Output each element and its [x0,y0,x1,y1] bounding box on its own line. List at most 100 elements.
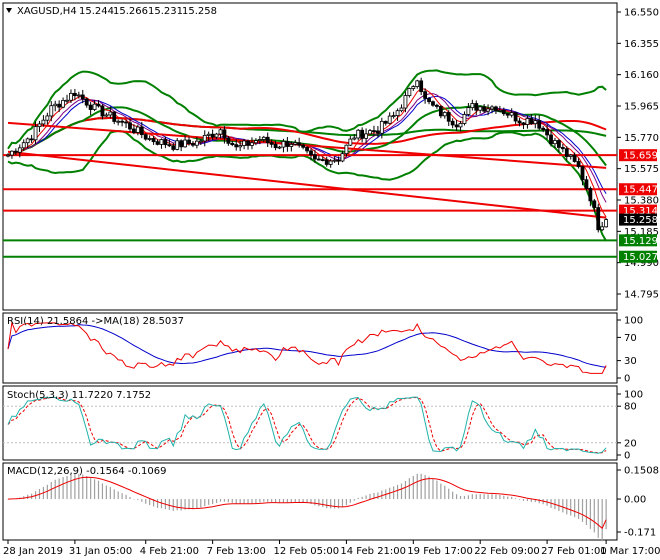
candle-body [206,133,211,136]
macd-histogram-bar [503,495,505,500]
macd-histogram-bar [184,499,186,510]
trendline[interactable] [7,121,607,169]
macd-histogram-bar [251,499,253,504]
macd-histogram-bar [105,485,107,500]
candle-body [277,146,282,149]
rsi-axis: 100 70 30 0 [617,316,643,385]
macd-histogram-bar [440,483,442,500]
axis-tick-label: 0.1508 [624,466,659,477]
macd-histogram-bar [353,499,355,501]
candle-body [108,111,113,116]
level-tag-bg [619,250,657,263]
collapse-arrow-icon[interactable] [6,8,12,13]
macd-histogram-bar [483,494,485,500]
macd-histogram-bar [271,499,273,503]
macd-histogram-bar [330,499,332,509]
candle-body [289,143,294,147]
price-tick-label: 16.355 [624,39,659,50]
candle-body [61,99,65,108]
macd-histogram-bar [208,499,210,505]
macd-histogram-bar [400,483,403,500]
candle-body [316,158,321,161]
candle-body [175,140,180,150]
macd-histogram-bar [475,494,477,500]
macd-histogram-bar [125,494,127,500]
macd-histogram-bar [160,499,163,509]
candle-body [124,121,128,124]
macd-histogram-bar [180,499,182,511]
candle-body [505,113,510,116]
time-tick-label: 31 Jan 05:00 [69,546,132,557]
macd-histogram-bar [200,499,202,508]
candle-body [69,92,73,101]
price-tick-label: 15.380 [624,196,659,207]
macd-histogram-bar [223,499,226,502]
macd-histogram-bar [534,499,536,503]
macd-histogram-bar [282,499,285,503]
macd-histogram-bar [404,480,407,500]
candle-body [222,129,227,139]
macd-histogram-bar [341,499,344,508]
candle-body [368,130,372,135]
macd-histogram-bar [54,479,56,500]
macd-histogram-bar [306,499,308,504]
candle-body [33,126,38,141]
macd-histogram-bar [334,499,336,509]
candle-body [128,122,132,130]
axis-tick-label: 0 [624,374,630,385]
macd-histogram-bar [570,499,572,516]
candle-body [537,120,542,129]
candle-body [435,104,439,107]
level-tag-bg [619,149,657,162]
ohlc-open: 15.244 [79,6,114,17]
candle-body [403,95,408,109]
candle-body [21,142,26,149]
time-axis: 28 Jan 2019 31 Jan 05:00 4 Feb 21:00 7 Feb … [3,540,660,557]
macd-histogram-bar [365,495,367,500]
candle-body [470,103,475,109]
macd-pane[interactable]: 0.1508 0.00 -0.171 MACD(12,26,9) -0.1564 -… [2,462,659,542]
candle-body [10,150,14,156]
price-tick-label: 14.990 [624,258,659,269]
candle-body [293,142,298,145]
macd-histogram-bar [357,497,359,500]
candle-body [37,123,42,128]
candle-body [525,118,530,125]
candle-body [214,133,219,138]
macd-histogram-bar [526,499,529,502]
macd-histogram-bar [263,499,265,502]
trendline[interactable] [7,150,607,219]
axis-tick-label: 0 [624,451,630,462]
candle-body [132,128,136,133]
macd-histogram-bar [50,481,52,500]
candle-body [17,147,22,153]
candle-body [313,154,317,160]
rsi-pane[interactable]: 100 70 30 0 RSI(14) 21.5864 ->MA(18) 28.503… [2,312,643,385]
macd-histogram-bar [121,493,123,500]
macd-histogram-bar [259,499,261,503]
macd-histogram-bar [522,499,525,501]
candle-body [332,159,337,162]
rsi-ma-line [7,324,607,368]
macd-histogram-bar [318,499,320,507]
macd-histogram-bar [215,499,218,504]
candle-body [490,106,494,110]
macd-histogram-bar [507,496,509,500]
level-tag: 15.314 [623,206,658,217]
candle-body [466,107,471,115]
macd-histogram-bar [542,499,544,505]
candle-body [438,106,443,117]
macd-histogram-bar [593,499,595,533]
axis-tick-label: 0.00 [624,495,646,506]
macd-histogram-bar [448,488,450,500]
macd-histogram-bar [515,498,517,500]
candle-body [328,160,333,165]
macd-histogram-bar [589,499,591,529]
macd-histogram-bar [7,499,9,500]
main-pane[interactable]: 16.550 16.355 16.160 15.965 15.770 15.575 15.3… [2,2,659,311]
candle-body [104,114,109,117]
candle-body [183,139,187,148]
candle-body [269,142,274,145]
